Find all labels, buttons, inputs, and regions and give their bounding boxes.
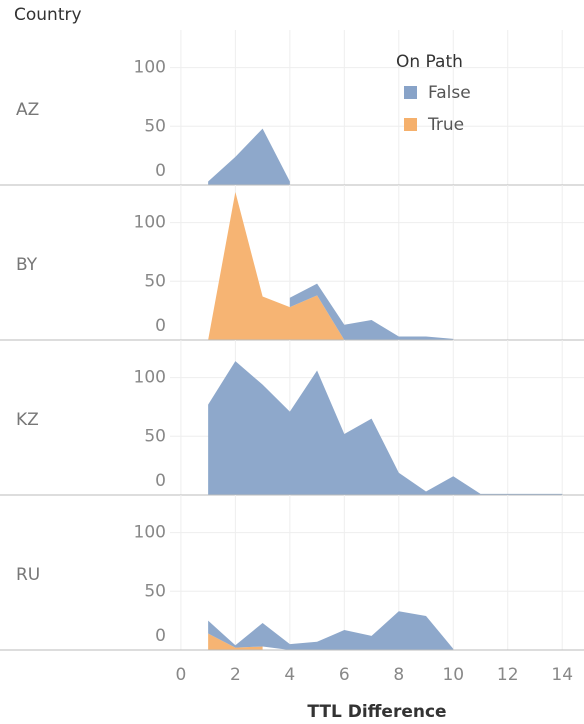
y-tick-label: 50	[144, 271, 166, 291]
x-axis-title: TTL Difference	[307, 702, 446, 722]
y-tick-label: 0	[155, 471, 166, 491]
x-tick-label: 2	[230, 665, 241, 685]
x-tick-label: 14	[551, 665, 573, 685]
country-label: AZ	[16, 100, 39, 120]
y-tick-label: 50	[144, 116, 166, 136]
country-label: BY	[16, 255, 38, 275]
legend-swatch	[404, 86, 417, 99]
legend-title: On Path	[396, 52, 463, 72]
area	[208, 128, 290, 185]
y-tick-label: 50	[144, 581, 166, 601]
y-tick-label: 100	[134, 213, 166, 233]
y-tick-label: 100	[134, 523, 166, 543]
country-label: KZ	[16, 410, 39, 430]
area	[208, 192, 345, 340]
facet-header: Country	[14, 5, 82, 25]
y-tick-label: 100	[134, 368, 166, 388]
legend-label: False	[428, 83, 471, 103]
area	[208, 361, 563, 495]
country-label: RU	[16, 565, 40, 585]
legend-label: True	[427, 115, 464, 135]
y-tick-label: 100	[134, 58, 166, 78]
x-tick-label: 0	[175, 665, 186, 685]
y-tick-label: 0	[155, 626, 166, 646]
area	[208, 633, 263, 650]
y-tick-label: 0	[155, 161, 166, 181]
x-tick-label: 8	[393, 665, 404, 685]
x-tick-label: 12	[497, 665, 519, 685]
x-tick-label: 6	[339, 665, 350, 685]
legend-swatch	[404, 118, 417, 131]
x-tick-label: 4	[284, 665, 295, 685]
y-tick-label: 0	[155, 316, 166, 336]
y-tick-label: 50	[144, 426, 166, 446]
area	[208, 611, 454, 650]
x-tick-label: 10	[442, 665, 464, 685]
area	[289, 283, 454, 340]
